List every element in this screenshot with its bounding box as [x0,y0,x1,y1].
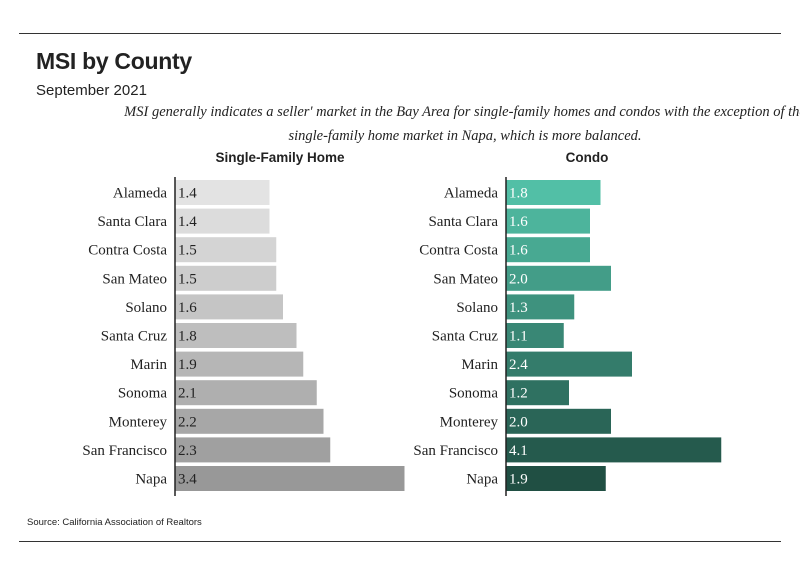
category-label-single-family: Monterey [109,414,168,430]
bar-single-family [175,437,331,463]
bar-condo [506,408,611,434]
category-label-single-family: Santa Clara [97,214,167,230]
bar-condo [506,437,722,463]
bar-single-family [175,265,277,291]
chart-subtitle: September 2021 [36,82,147,99]
bar-condo [506,380,569,406]
panel-title-condo: Condo [565,150,609,165]
bar-condo [506,466,606,491]
category-label-single-family: Contra Costa [88,243,167,259]
category-label-condo: Monterey [440,414,499,430]
value-label-condo: 2.4 [509,357,528,373]
category-label-single-family: Alameda [113,186,167,202]
value-label-single-family: 1.5 [178,243,197,259]
category-label-single-family: San Mateo [102,271,167,287]
category-label-single-family: Marin [130,357,167,373]
bar-condo [506,180,601,205]
bar-single-family [175,180,270,205]
bar-single-family [175,408,324,434]
value-label-single-family: 3.4 [178,472,197,488]
category-label-condo: Alameda [444,186,498,202]
value-label-condo: 4.1 [509,443,528,459]
value-label-single-family: 1.4 [178,214,197,230]
bar-condo [506,265,611,291]
value-label-condo: 1.6 [509,214,528,230]
bar-single-family [175,323,297,348]
value-label-condo: 2.0 [509,414,528,430]
bar-single-family [175,237,277,263]
chart-note: MSI generally indicates a seller' market… [100,100,800,148]
category-label-single-family: San Francisco [82,443,167,459]
bar-condo [506,351,632,377]
value-label-condo: 1.1 [509,329,528,345]
category-label-condo: Marin [461,357,498,373]
value-label-condo: 1.9 [509,472,528,488]
chart-note-line-1: MSI generally indicates a seller' market… [124,104,800,120]
category-label-condo: San Mateo [433,271,498,287]
bar-condo [506,294,575,320]
category-label-single-family: Napa [135,472,167,488]
category-label-single-family: Solano [125,300,167,316]
bar-single-family [175,351,304,377]
chart-note-line-2: single-family home market in Napa, which… [288,128,642,144]
category-label-condo: Solano [456,300,498,316]
source-note: Source: California Association of Realto… [27,517,202,528]
bar-condo [506,208,590,234]
value-label-condo: 1.6 [509,243,528,259]
value-label-single-family: 1.6 [178,300,197,316]
value-label-single-family: 2.3 [178,443,197,459]
category-label-condo: San Francisco [413,443,498,459]
category-label-condo: Santa Cruz [432,329,499,345]
bar-single-family [175,208,270,234]
bar-condo [506,323,564,348]
category-label-single-family: Santa Cruz [101,329,168,345]
value-label-condo: 1.3 [509,300,528,316]
value-label-condo: 1.2 [509,386,528,402]
value-label-single-family: 1.5 [178,271,197,287]
category-label-single-family: Sonoma [118,386,168,402]
value-label-single-family: 1.9 [178,357,197,373]
category-label-condo: Santa Clara [428,214,498,230]
bar-single-family [175,380,317,406]
category-label-condo: Contra Costa [419,243,498,259]
value-label-single-family: 1.4 [178,186,197,202]
value-label-single-family: 1.8 [178,329,197,345]
bottom-rule [19,541,781,542]
category-label-condo: Sonoma [449,386,499,402]
category-label-condo: Napa [466,472,498,488]
bar-single-family [175,466,405,491]
panel-title-single-family: Single-Family Home [215,150,345,165]
bar-condo [506,237,590,263]
value-label-condo: 1.8 [509,186,528,202]
value-label-condo: 2.0 [509,271,528,287]
bar-single-family [175,294,283,320]
chart-title: MSI by County [36,48,192,74]
top-rule [19,33,781,34]
value-label-single-family: 2.1 [178,386,197,402]
value-label-single-family: 2.2 [178,414,197,430]
